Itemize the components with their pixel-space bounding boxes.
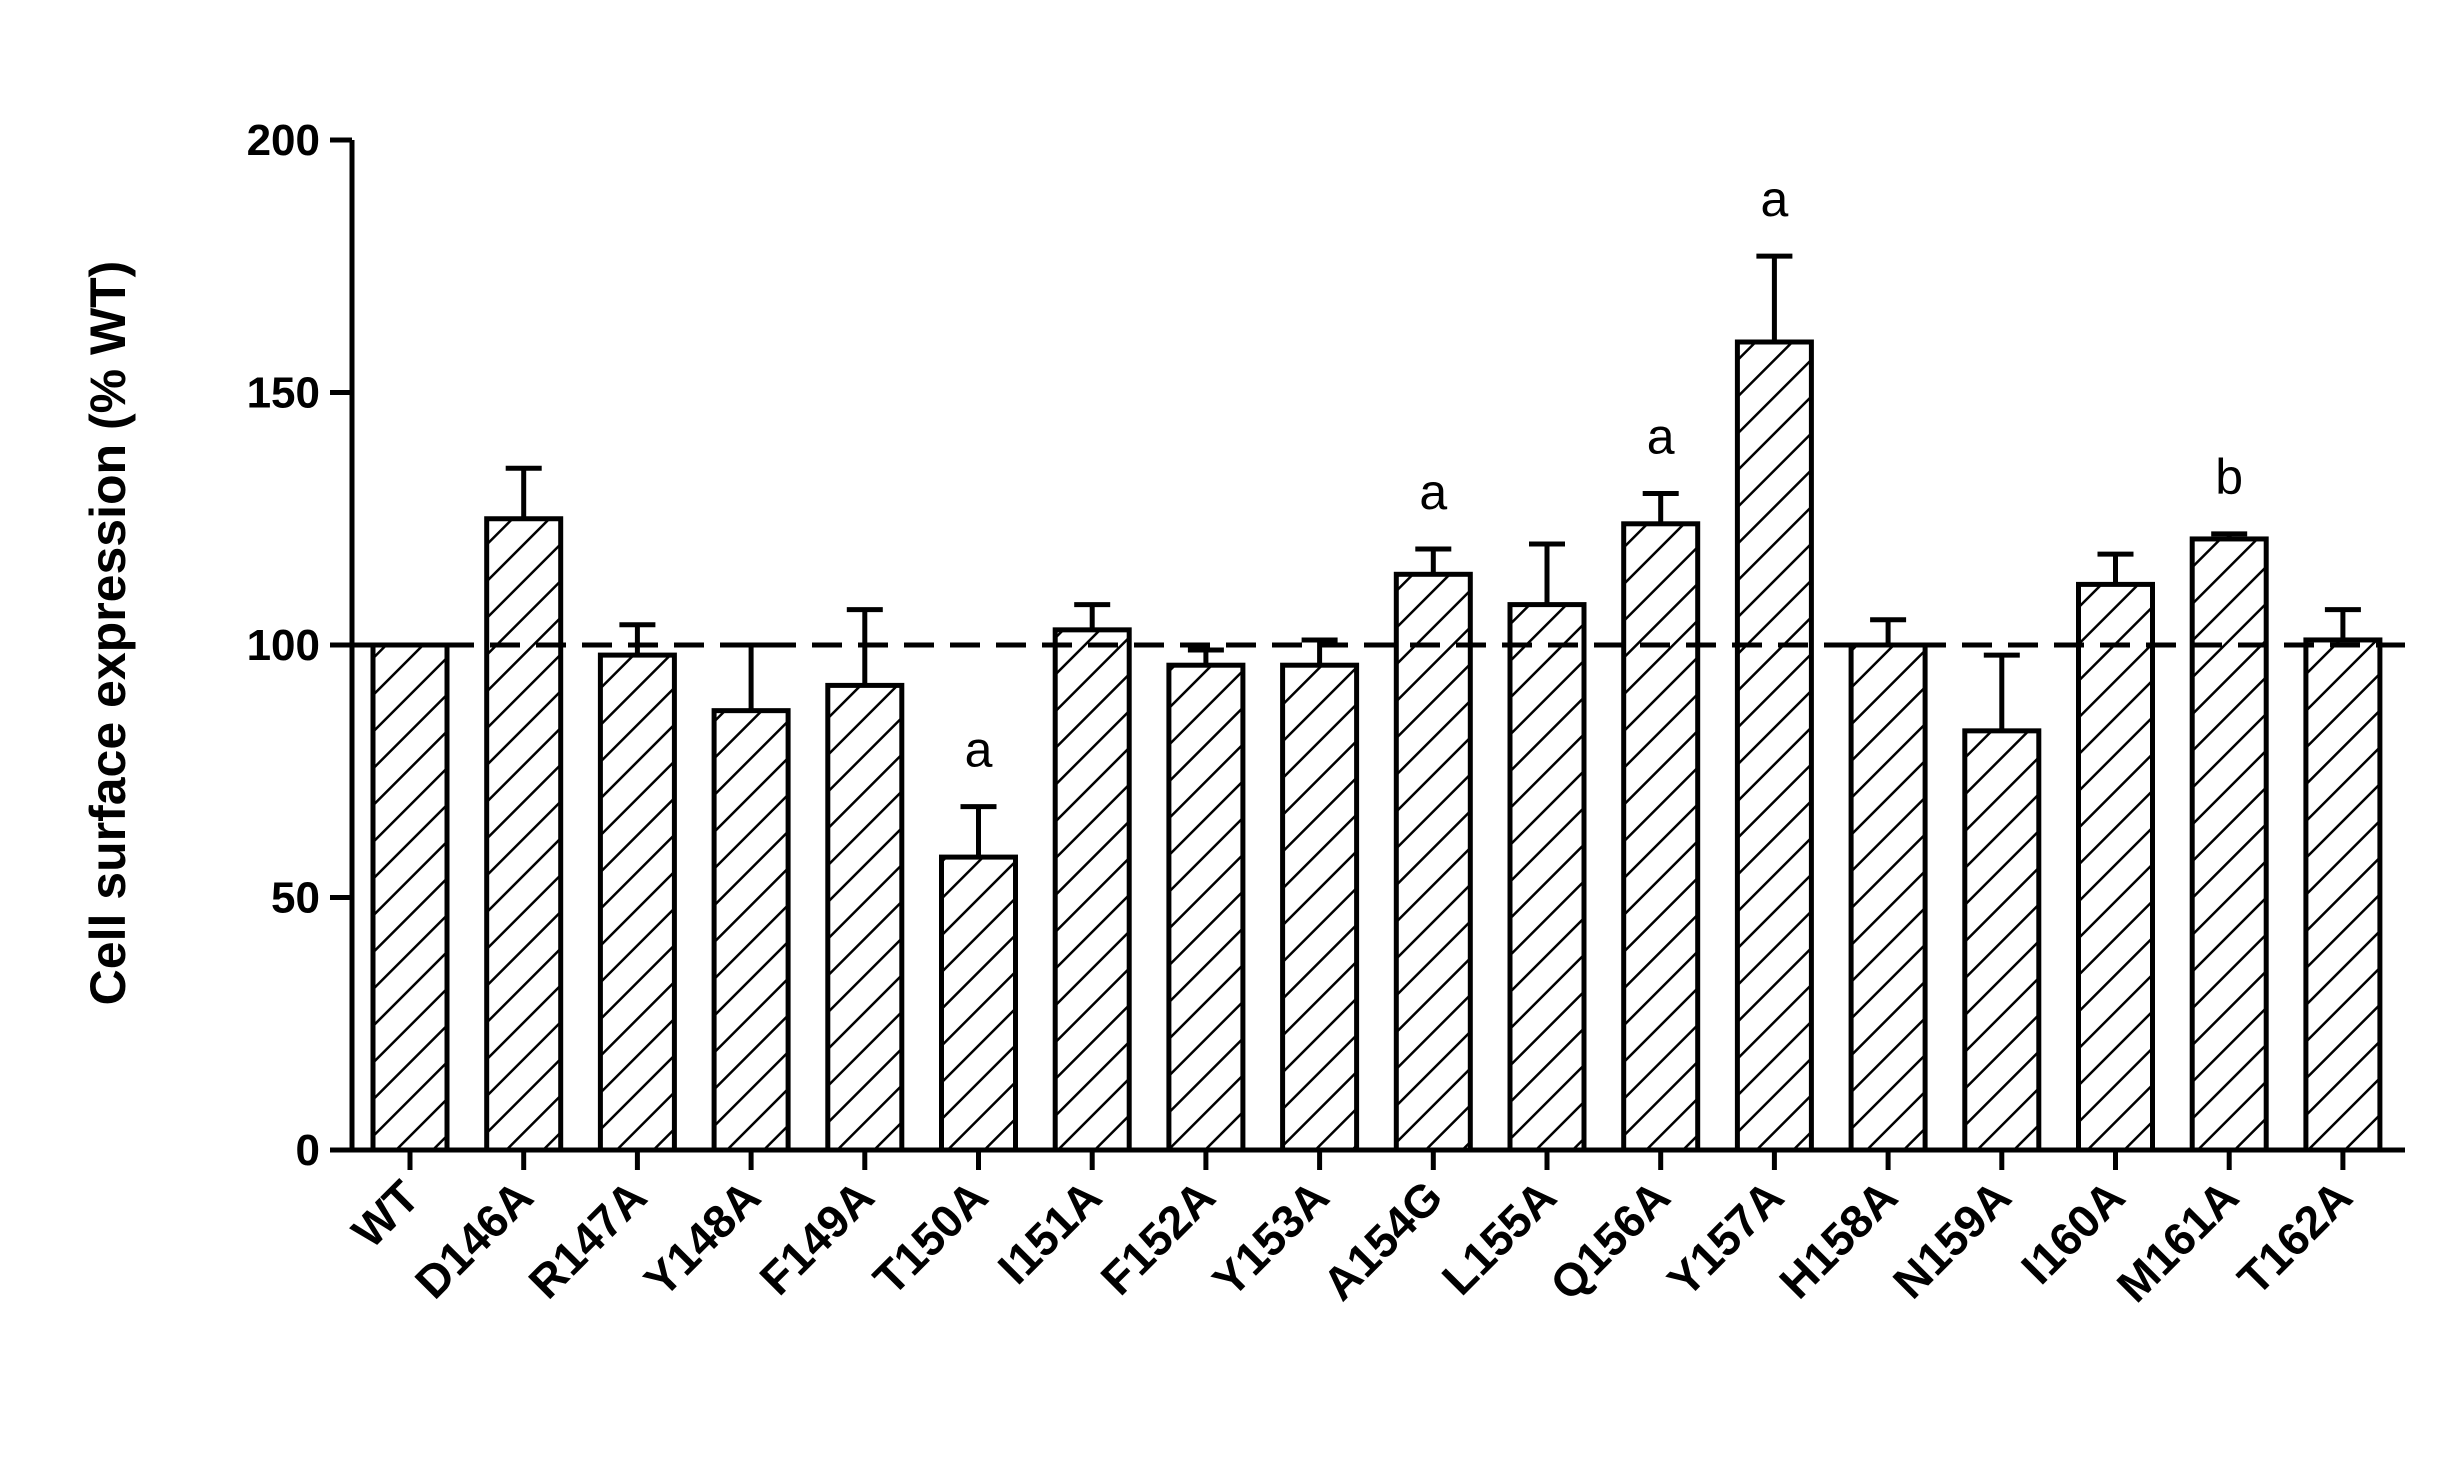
x-label-f152a: F152A — [1091, 1170, 1225, 1304]
y-axis-title: Cell surface expression (% WT) — [80, 261, 136, 1006]
x-label-t150a: T150A — [863, 1170, 997, 1304]
x-tick-labels: WTD146AR147AY148AF149AT150AI151AF152AY15… — [342, 1170, 2362, 1312]
x-label-y157a: Y157A — [1657, 1170, 1793, 1306]
y-tick-label-150: 150 — [247, 369, 320, 418]
x-label-a154g: A154G — [1313, 1170, 1453, 1310]
x-label-wt: WT — [342, 1170, 429, 1257]
annotation-y157a: a — [1760, 171, 1788, 227]
bar-h158a — [1848, 642, 1928, 1153]
y-tick-labels: 0 50 100 150 200 — [247, 116, 320, 1175]
bars — [370, 339, 2383, 1153]
annotation-a154g: a — [1419, 464, 1447, 520]
annotation-q156a: a — [1647, 409, 1675, 465]
x-label-f149a: F149A — [749, 1170, 883, 1304]
bar-d146a — [484, 516, 564, 1153]
bar-y157a — [1734, 339, 1814, 1153]
y-tick-label-0: 0 — [296, 1126, 320, 1175]
significance-annotations: a a a a b — [965, 171, 2244, 777]
x-label-y148a: Y148A — [634, 1170, 770, 1306]
x-label-n159a: N159A — [1883, 1170, 2021, 1308]
bar-l155a — [1507, 602, 1587, 1153]
x-label-d146a: D146A — [405, 1170, 543, 1308]
bar-n159a — [1962, 728, 2042, 1153]
bar-i160a — [2076, 581, 2155, 1153]
x-label-h158a: H158A — [1769, 1170, 1907, 1308]
y-tick-label-100: 100 — [247, 621, 320, 670]
bar-wt — [370, 642, 450, 1153]
bar-i151a — [1052, 627, 1132, 1153]
x-label-r147a: R147A — [518, 1170, 656, 1308]
bar-a154g — [1393, 571, 1473, 1153]
bar-y148a — [711, 708, 791, 1153]
y-tick-label-50: 50 — [271, 874, 320, 923]
x-label-t162a: T162A — [2228, 1170, 2362, 1304]
bar-t150a — [939, 854, 1018, 1153]
bar-f152a — [1166, 662, 1246, 1153]
annotation-m161a: b — [2215, 449, 2243, 505]
x-label-y153a: Y153A — [1202, 1170, 1338, 1306]
y-tick-label-200: 200 — [247, 116, 320, 165]
annotation-t150a: a — [965, 722, 993, 778]
bar-r147a — [597, 652, 677, 1153]
x-label-m161a: M161A — [2107, 1170, 2249, 1312]
x-label-i151a: I151A — [988, 1170, 1112, 1294]
x-label-l155a: L155A — [1432, 1170, 1566, 1304]
bar-q156a — [1621, 521, 1701, 1153]
bar-y153a — [1280, 662, 1360, 1153]
x-label-q156a: Q156A — [1540, 1170, 1680, 1310]
axes — [330, 137, 2405, 1170]
bar-m161a — [2189, 536, 2269, 1153]
bar-f149a — [825, 682, 905, 1153]
bar-t162a — [2303, 637, 2383, 1153]
